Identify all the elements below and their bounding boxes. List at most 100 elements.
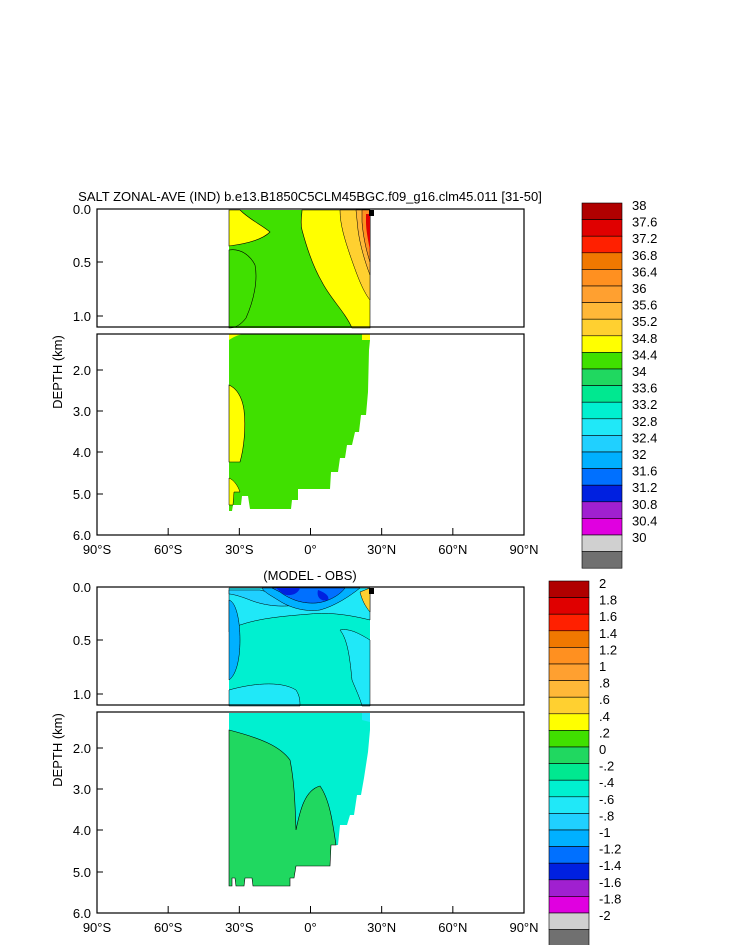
colorbar-label: 36.4 — [632, 264, 657, 279]
colorbar-label: 34 — [632, 364, 646, 379]
colorbar-swatch — [581, 252, 623, 270]
colorbar-label: 37.6 — [632, 215, 657, 230]
x-axis-ticks: 90°S 60°S 30°S 0° 30°N 60°N 90°N — [83, 528, 539, 557]
colorbar-label: 35.2 — [632, 314, 657, 329]
colorbar-label: 35.6 — [632, 298, 657, 313]
x-tick-label: 60°N — [438, 920, 467, 935]
colorbar-swatch — [548, 663, 590, 681]
y-tick-label: 2.0 — [73, 741, 91, 756]
colorbar-swatch — [548, 796, 590, 814]
colorbar-label: 31.2 — [632, 480, 657, 495]
upper-axes-frame — [96, 586, 525, 706]
colorbar-swatch — [581, 385, 623, 403]
colorbar-label: 38 — [632, 198, 646, 213]
colorbar-label: -.2 — [599, 759, 614, 774]
y-tick-label: 1.0 — [73, 687, 91, 702]
x-axis-ticks: 90°S 60°S 30°S 0° 30°N 60°N 90°N — [83, 906, 539, 935]
colorbar-label: .2 — [599, 725, 610, 740]
x-tick-label: 30°N — [367, 542, 396, 557]
colorbar-label: -2 — [599, 908, 611, 923]
x-tick-label: 30°S — [225, 542, 254, 557]
y-tick-label: 2.0 — [73, 363, 91, 378]
colorbar-swatch — [548, 730, 590, 748]
colorbar-swatch — [581, 202, 623, 220]
colorbar-swatch — [548, 647, 590, 665]
colorbar-swatch — [581, 269, 623, 287]
colorbar-label: -1.2 — [599, 842, 621, 857]
colorbar-label: 31.6 — [632, 464, 657, 479]
colorbar-swatch — [581, 335, 623, 353]
colorbar-label: 1.4 — [599, 626, 617, 641]
colorbar-label: .6 — [599, 692, 610, 707]
colorbar-label: 36.8 — [632, 248, 657, 263]
colorbar-swatch — [581, 484, 623, 503]
colorbar-label: 32.4 — [632, 430, 657, 445]
y-tick-label: 6.0 — [73, 906, 91, 921]
colorbar-swatch — [581, 368, 623, 386]
colorbar-swatch — [548, 746, 590, 764]
colorbar-label: 30 — [632, 530, 646, 545]
colorbar-label: 36 — [632, 281, 646, 296]
colorbar-swatch — [548, 929, 590, 945]
y-tick-label: 0.0 — [73, 202, 91, 217]
y-tick-label: 6.0 — [73, 528, 91, 543]
x-tick-label: 0° — [304, 542, 316, 557]
colorbar-label: 32 — [632, 447, 646, 462]
colorbar: 38 37.637.2 36.836.4 36 35.635.2 34.834.4 34 33… — [581, 198, 657, 569]
colorbar-swatch — [581, 451, 623, 469]
colorbar-swatch — [548, 896, 590, 914]
colorbar-swatch — [581, 352, 623, 370]
colorbar-label: 1.6 — [599, 609, 617, 624]
colorbar-label: 34.4 — [632, 347, 657, 362]
x-tick-label: 0° — [304, 920, 316, 935]
x-tick-label: 90°N — [509, 920, 538, 935]
y-tick-label: 0.5 — [73, 633, 91, 648]
colorbar-label: -.6 — [599, 792, 614, 807]
y-axis-ticks: 0.0 0.5 1.0 2.0 3.0 4.0 5.0 6.0 — [73, 202, 103, 543]
colorbar-swatch — [548, 862, 590, 881]
x-tick-label: 60°N — [438, 542, 467, 557]
panel-model-minus-obs: (MODEL - OBS) 0.0 0.5 1.0 2.0 3.0 4.0 5.0 6.0 9… — [50, 568, 621, 945]
colorbar-swatch — [548, 846, 590, 864]
y-tick-label: 1.0 — [73, 309, 91, 324]
upper-axes-frame — [96, 208, 525, 328]
colorbar-swatch — [548, 912, 590, 930]
colorbar-label: 34.8 — [632, 331, 657, 346]
colorbar-swatch — [581, 501, 623, 519]
x-tick-label: 30°S — [225, 920, 254, 935]
y-tick-label: 0.5 — [73, 255, 91, 270]
difference-field-lower — [228, 713, 370, 887]
y-tick-label: 4.0 — [73, 823, 91, 838]
difference-field-upper — [228, 587, 374, 707]
y-tick-label: 3.0 — [73, 404, 91, 419]
colorbar-swatch — [581, 302, 623, 320]
colorbar-label: 33.6 — [632, 381, 657, 396]
x-tick-label: 90°S — [83, 920, 112, 935]
y-tick-label: 4.0 — [73, 445, 91, 460]
colorbar-swatch — [548, 879, 590, 897]
colorbar-swatch — [581, 285, 623, 303]
salinity-field-lower — [228, 334, 370, 511]
y-axis-label: DEPTH (km) — [50, 335, 65, 409]
colorbar-swatch — [581, 518, 623, 536]
colorbar-label: 1.8 — [599, 593, 617, 608]
colorbar-swatch — [548, 713, 590, 731]
colorbar-label: -.8 — [599, 808, 614, 823]
colorbar-swatch — [548, 580, 590, 598]
colorbar-label: 33.2 — [632, 397, 657, 412]
colorbar-swatch — [581, 468, 623, 486]
colorbar-swatch — [548, 829, 590, 847]
colorbar-label: -1.4 — [599, 858, 621, 873]
colorbar-label: 1 — [599, 659, 606, 674]
colorbar-swatch — [548, 763, 590, 781]
panel-title: (MODEL - OBS) — [263, 568, 356, 583]
colorbar-swatch — [581, 534, 623, 552]
y-tick-label: 0.0 — [73, 580, 91, 595]
colorbar-label: -1.8 — [599, 891, 621, 906]
colorbar-swatch — [581, 318, 623, 337]
colorbar-label: 37.2 — [632, 231, 657, 246]
colorbar-label: -1.6 — [599, 875, 621, 890]
colorbar-swatch — [581, 235, 623, 254]
colorbar-swatch — [581, 435, 623, 453]
colorbar-swatch — [548, 813, 590, 831]
